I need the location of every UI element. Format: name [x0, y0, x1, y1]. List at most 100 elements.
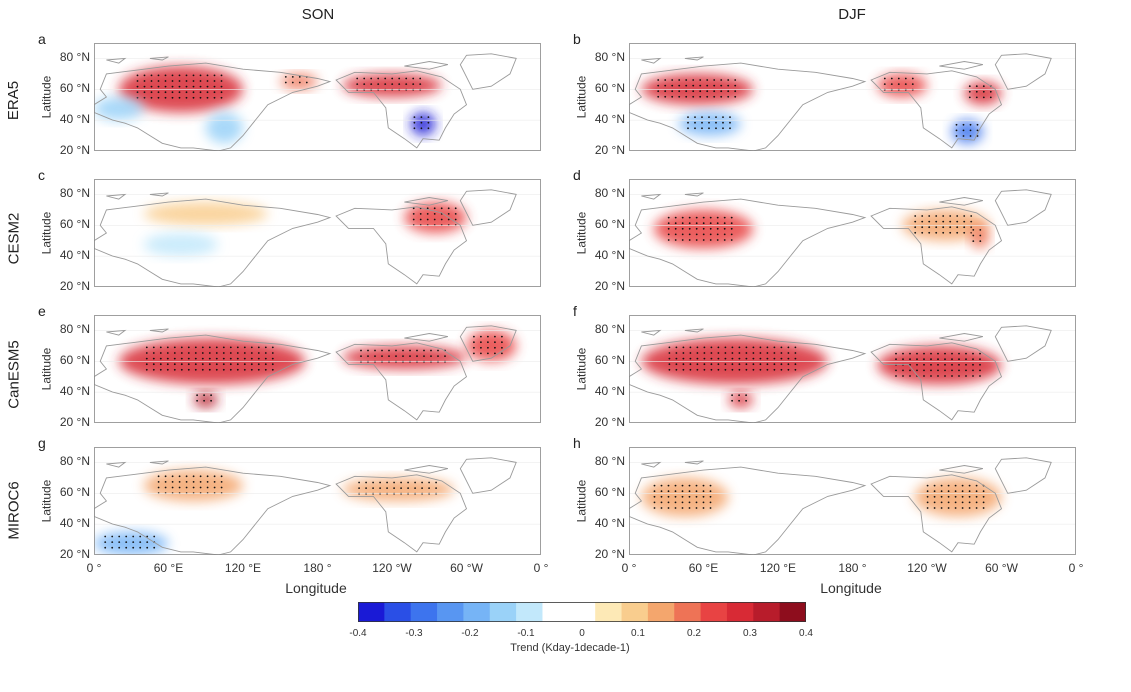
significance-dot	[210, 399, 212, 402]
row-label-cesm2: CESM2	[5, 212, 23, 264]
significance-dot	[794, 357, 797, 360]
significance-dot	[164, 91, 167, 94]
map-panel-d	[629, 179, 1076, 287]
significance-dot	[787, 346, 790, 349]
significance-dot	[745, 357, 748, 360]
significance-dot	[298, 76, 301, 78]
significance-dot	[220, 486, 223, 489]
significance-dot	[951, 363, 953, 366]
significance-dot	[682, 357, 685, 360]
x-tick-label: 60 °W	[450, 561, 483, 575]
significance-dot	[695, 490, 698, 493]
significance-dot	[713, 90, 716, 93]
y-tick-label: 60 °N	[59, 485, 90, 500]
coastline-6	[404, 61, 449, 70]
significance-dot	[916, 358, 918, 361]
colorbar-swatch	[384, 602, 412, 622]
significance-dot	[963, 226, 966, 229]
significance-dot	[257, 346, 260, 349]
coastline-4	[684, 460, 704, 465]
significance-dot	[926, 484, 929, 487]
significance-dot	[723, 239, 726, 241]
significance-dot	[132, 535, 135, 538]
significance-dot	[787, 363, 790, 366]
significance-dot	[657, 90, 660, 93]
significance-dot	[921, 220, 924, 223]
significance-dot	[923, 352, 925, 355]
significance-dot	[180, 363, 183, 366]
significance-dot	[962, 129, 965, 132]
significance-dot	[944, 358, 946, 361]
significance-dot	[947, 507, 950, 509]
significance-dot	[731, 346, 734, 349]
map-frame	[94, 315, 541, 423]
significance-dot	[136, 96, 139, 99]
significance-dot	[979, 352, 981, 355]
colorbar-swatch	[595, 602, 622, 622]
y-tick-label: 20 °N	[594, 143, 625, 157]
significance-dot	[220, 80, 223, 82]
significance-dot	[171, 96, 174, 99]
y-tick-label: 40 °N	[59, 248, 90, 263]
significance-dot	[675, 357, 678, 360]
significance-dot	[264, 368, 267, 371]
significance-dot	[979, 240, 982, 242]
significance-dot	[958, 375, 960, 377]
significance-dot	[487, 352, 489, 355]
significance-dot	[689, 346, 692, 349]
significance-dot	[958, 363, 960, 366]
significance-dot	[895, 352, 897, 355]
significance-dot	[395, 355, 397, 357]
significance-dot	[372, 481, 374, 484]
significance-dot	[220, 91, 223, 94]
map-panel-h	[629, 447, 1076, 555]
colorbar	[358, 602, 806, 622]
coastline-3	[459, 325, 517, 362]
significance-dot	[687, 116, 689, 118]
significance-dot	[213, 74, 216, 77]
significance-dot	[794, 346, 797, 349]
significance-dot	[717, 357, 720, 360]
significance-dot	[104, 535, 107, 538]
map-frame	[629, 179, 1076, 287]
significance-dot	[942, 231, 945, 234]
significance-dot	[192, 91, 195, 94]
significance-dot	[685, 84, 688, 87]
x-tick-label: 60 °E	[688, 561, 719, 575]
significance-dot	[674, 495, 677, 498]
trend-region-3	[205, 112, 243, 144]
significance-dot	[145, 346, 148, 349]
significance-dot	[166, 357, 169, 360]
significance-dot	[969, 129, 972, 132]
significance-dot	[717, 368, 720, 371]
significance-dot	[428, 481, 430, 484]
significance-dot	[752, 346, 755, 349]
significance-dot	[716, 222, 719, 225]
significance-dot	[201, 363, 204, 366]
significance-dot	[965, 358, 967, 361]
significance-dot	[187, 346, 190, 349]
significance-dot	[706, 90, 709, 93]
significance-dot	[412, 207, 415, 210]
coastline-5	[641, 329, 662, 336]
significance-dot	[689, 357, 692, 360]
significance-dot	[664, 90, 667, 93]
significance-dot	[435, 481, 437, 484]
significance-dot	[979, 358, 981, 361]
significance-dot	[766, 363, 769, 366]
significance-dot	[657, 84, 660, 87]
significance-dot	[402, 349, 404, 352]
significance-dot	[377, 83, 380, 85]
significance-dot	[702, 495, 705, 498]
significance-dot	[710, 346, 713, 349]
significance-dot	[146, 535, 149, 538]
significance-dot	[164, 85, 167, 88]
significance-dot	[970, 226, 973, 229]
significance-dot	[681, 233, 684, 236]
significance-dot	[143, 74, 146, 77]
significance-dot	[146, 541, 149, 543]
column-title-djf: DJF	[838, 6, 866, 23]
x-tick-label: 120 °W	[372, 561, 412, 575]
significance-dot	[717, 352, 720, 354]
significance-dot	[727, 90, 730, 93]
